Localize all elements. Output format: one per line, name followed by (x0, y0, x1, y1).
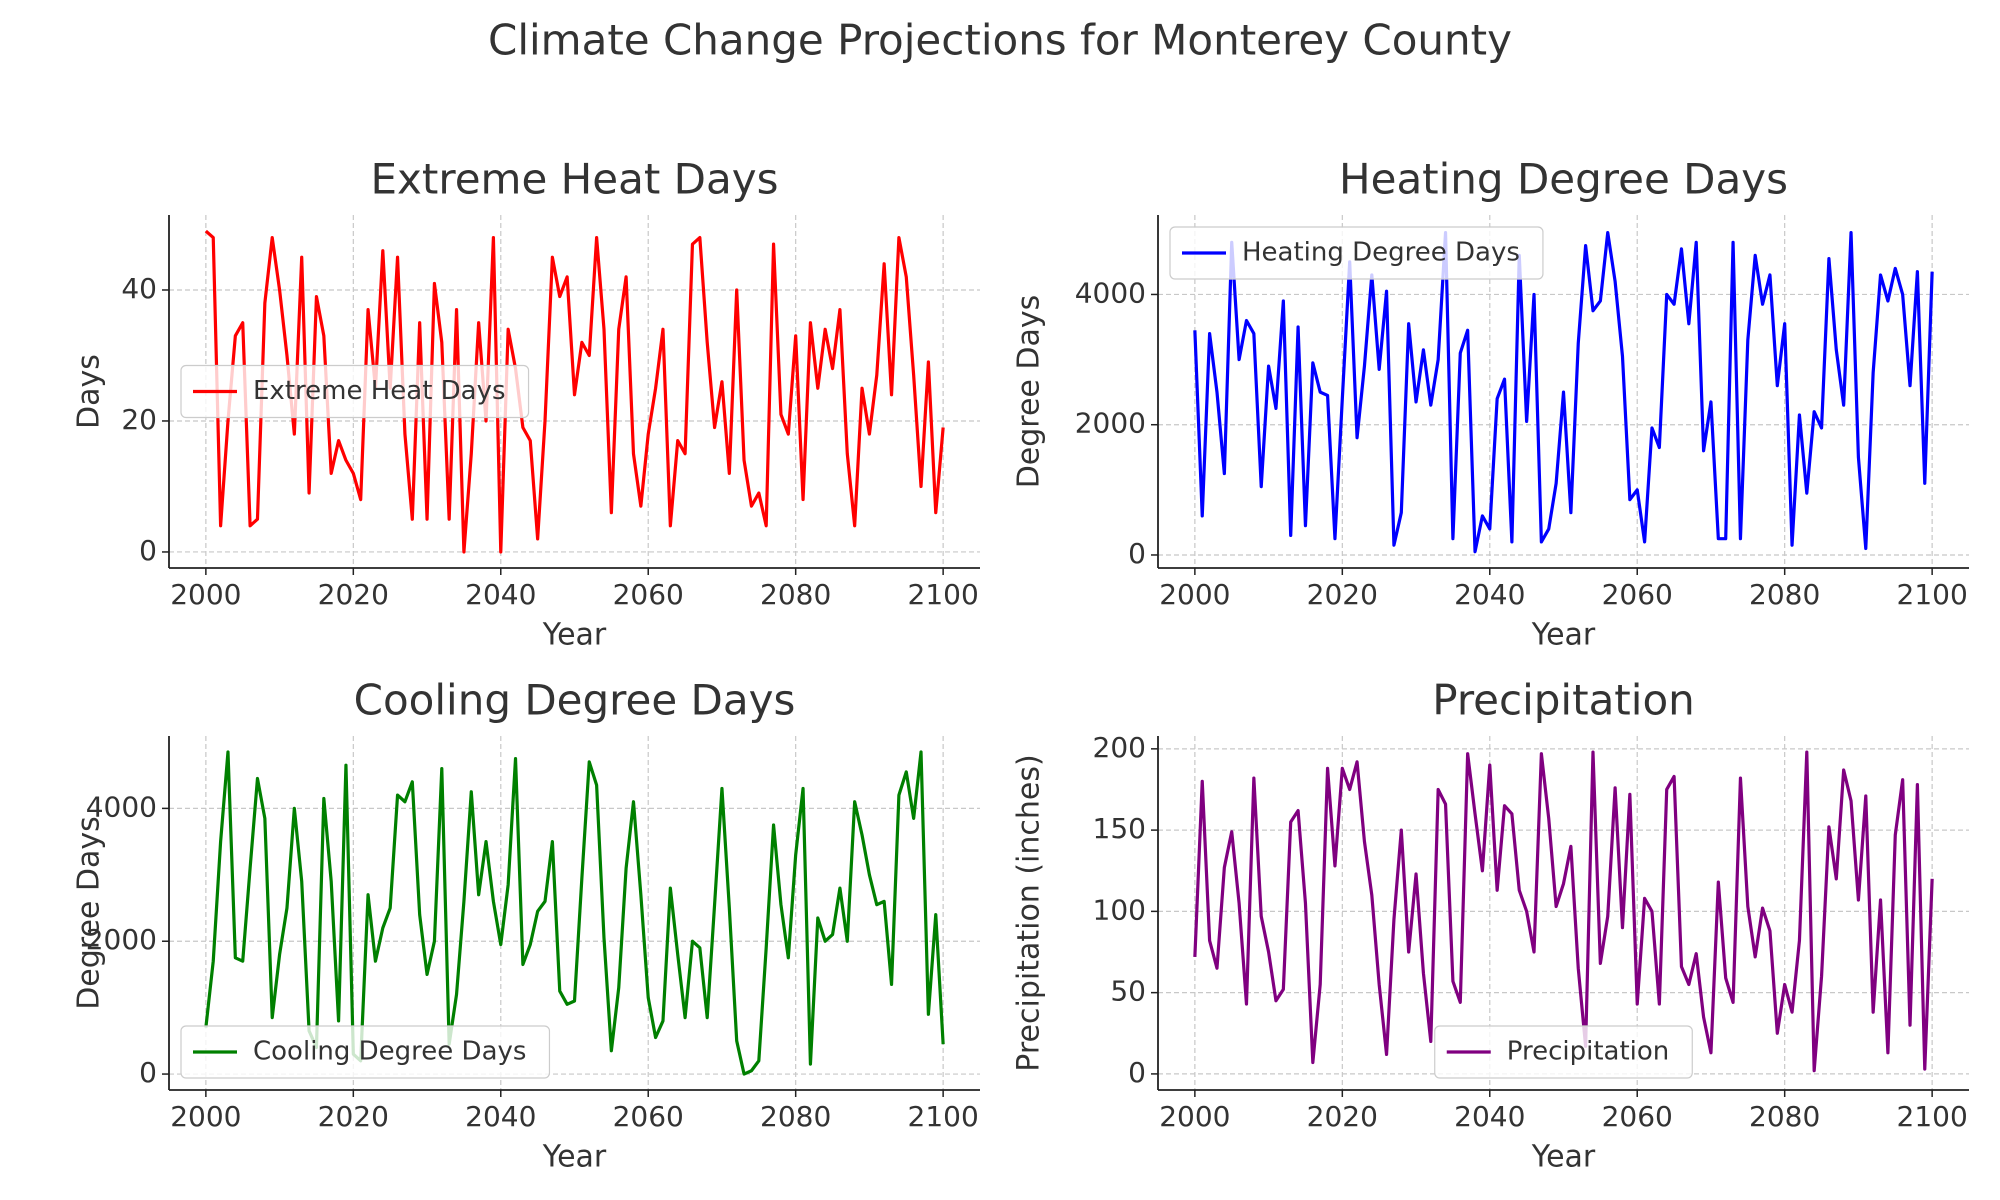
subplot-title: Cooling Degree Days (354, 676, 796, 725)
x-tick-label: 2040 (1454, 1100, 1525, 1133)
x-tick-label: 2060 (1602, 578, 1673, 611)
x-tick-label: 2100 (908, 578, 979, 611)
x-tick-label: 2060 (613, 1100, 684, 1133)
legend-box (180, 1025, 551, 1079)
x-tick-label: 2000 (1159, 578, 1230, 611)
y-axis-label: Precipitation (inches) (1012, 754, 1047, 1071)
x-tick-label: 2080 (760, 1100, 831, 1133)
y-tick-label: 2000 (86, 923, 157, 956)
y-tick-label: 50 (1110, 975, 1146, 1008)
x-tick-label: 2100 (1897, 1100, 1968, 1133)
y-tick-label: 150 (1093, 812, 1146, 845)
subplot: 0 2000 4000 2000 2020 2040 2060 2080 2100 Cooling… (72, 676, 980, 1175)
legend-label: Extreme Heat Days (253, 376, 506, 406)
legend-label: Precipitation (1507, 1037, 1670, 1067)
legend: Cooling Degree Days (180, 1025, 551, 1079)
subplot: 0 50 100 150 200 2000 2020 2040 2060 2080 2100 Prec… (1012, 676, 1969, 1175)
series-line (204, 750, 945, 1076)
x-axis-label: Year (542, 1140, 607, 1175)
x-tick-label: 2080 (760, 578, 831, 611)
x-tick-label: 2060 (1602, 1100, 1673, 1133)
y-tick-label: 4000 (86, 790, 157, 823)
y-tick-label: 0 (1128, 537, 1146, 570)
series-line (1193, 230, 1934, 554)
y-axis-label: Degree Days (72, 816, 107, 1010)
x-axis-label: Year (1531, 1140, 1596, 1175)
x-tick-label: 2080 (1749, 578, 1820, 611)
x-axis-label: Year (542, 618, 607, 653)
y-tick-label: 0 (1128, 1056, 1146, 1089)
legend-box (180, 364, 530, 419)
x-tick-label: 2000 (170, 578, 241, 611)
x-tick-label: 2080 (1749, 1100, 1820, 1133)
legend-box (1434, 1025, 1693, 1079)
x-tick-label: 2100 (1897, 578, 1968, 611)
figure-title: Climate Change Projections for Monterey … (488, 16, 1512, 65)
legend: Extreme Heat Days (180, 364, 530, 419)
y-tick-label: 100 (1093, 893, 1146, 926)
legend-label: Cooling Degree Days (253, 1037, 526, 1067)
series-line (204, 229, 945, 554)
legend: Heating Degree Days (1169, 226, 1544, 280)
y-tick-label: 0 (139, 1056, 157, 1089)
legend-box (1169, 226, 1544, 280)
x-tick-label: 2000 (170, 1100, 241, 1133)
y-tick-label: 40 (121, 272, 157, 305)
x-tick-label: 2020 (1307, 578, 1378, 611)
x-tick-label: 2020 (318, 578, 389, 611)
y-tick-label: 2000 (1075, 407, 1146, 440)
x-tick-label: 2100 (908, 1100, 979, 1133)
y-tick-label: 200 (1093, 731, 1146, 764)
y-tick-label: 0 (139, 534, 157, 567)
y-tick-label: 4000 (1075, 276, 1146, 309)
x-tick-label: 2040 (465, 578, 536, 611)
x-axis-label: Year (1531, 618, 1596, 653)
x-tick-label: 2040 (1454, 578, 1525, 611)
series-line (1193, 750, 1934, 1073)
x-tick-label: 2060 (613, 578, 684, 611)
y-tick-label: 20 (121, 403, 157, 436)
x-tick-label: 2020 (1307, 1100, 1378, 1133)
x-tick-label: 2000 (1159, 1100, 1230, 1133)
x-tick-label: 2040 (465, 1100, 536, 1133)
legend: Precipitation (1434, 1025, 1693, 1079)
y-axis-label: Days (72, 354, 107, 429)
y-axis-label: Degree Days (1012, 295, 1047, 489)
subplot-title: Heating Degree Days (1339, 155, 1788, 204)
subplot-title: Precipitation (1432, 676, 1695, 725)
x-tick-label: 2020 (318, 1100, 389, 1133)
subplot-title: Extreme Heat Days (371, 155, 779, 204)
subplot: 0 2000 4000 2000 2020 2040 2060 2080 2100 Heating… (1012, 155, 1969, 653)
legend-label: Heating Degree Days (1242, 238, 1520, 268)
